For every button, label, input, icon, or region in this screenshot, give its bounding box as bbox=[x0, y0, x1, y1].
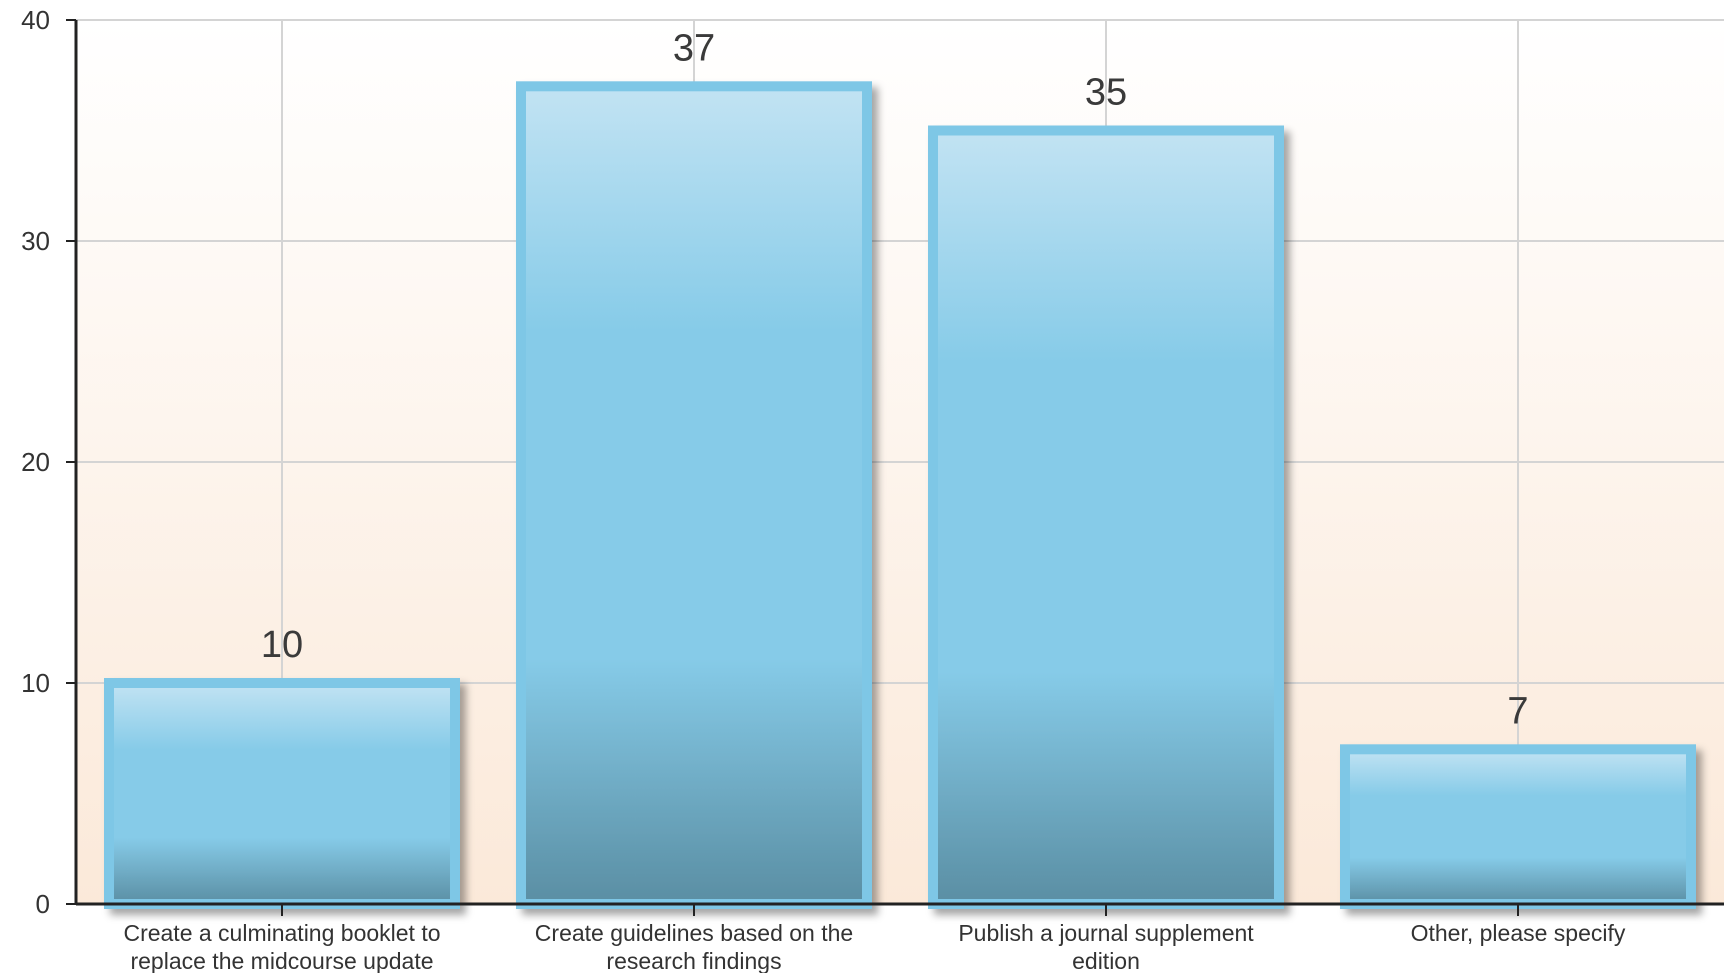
y-tick-label: 10 bbox=[21, 668, 50, 698]
axes bbox=[66, 19, 1724, 916]
x-category-label: edition bbox=[1072, 948, 1140, 973]
y-tick-label: 40 bbox=[21, 5, 50, 35]
data-label: 10 bbox=[261, 624, 303, 666]
bar-1 bbox=[516, 81, 872, 910]
x-category-label: replace the midcourse update bbox=[130, 948, 433, 973]
data-label: 7 bbox=[1507, 690, 1528, 732]
x-category-label: Create a culminating booklet to bbox=[123, 920, 440, 946]
y-tick-label: 30 bbox=[21, 226, 50, 256]
x-category-label: Other, please specify bbox=[1411, 920, 1626, 946]
y-tick-label: 0 bbox=[36, 889, 50, 919]
x-category-label: Create guidelines based on the bbox=[535, 920, 853, 946]
labels: 0 10 20 30 40 10 Create a culminating booklet … bbox=[21, 5, 1626, 973]
x-category-label: research findings bbox=[606, 948, 781, 973]
bar-3 bbox=[1340, 744, 1696, 909]
y-tick-label: 20 bbox=[21, 447, 50, 477]
data-label: 35 bbox=[1085, 72, 1127, 114]
data-label: 37 bbox=[673, 27, 715, 69]
bar-2 bbox=[928, 125, 1284, 909]
bar-0 bbox=[104, 678, 460, 909]
bars bbox=[104, 81, 1696, 910]
x-category-label: Publish a journal supplement bbox=[958, 920, 1254, 946]
